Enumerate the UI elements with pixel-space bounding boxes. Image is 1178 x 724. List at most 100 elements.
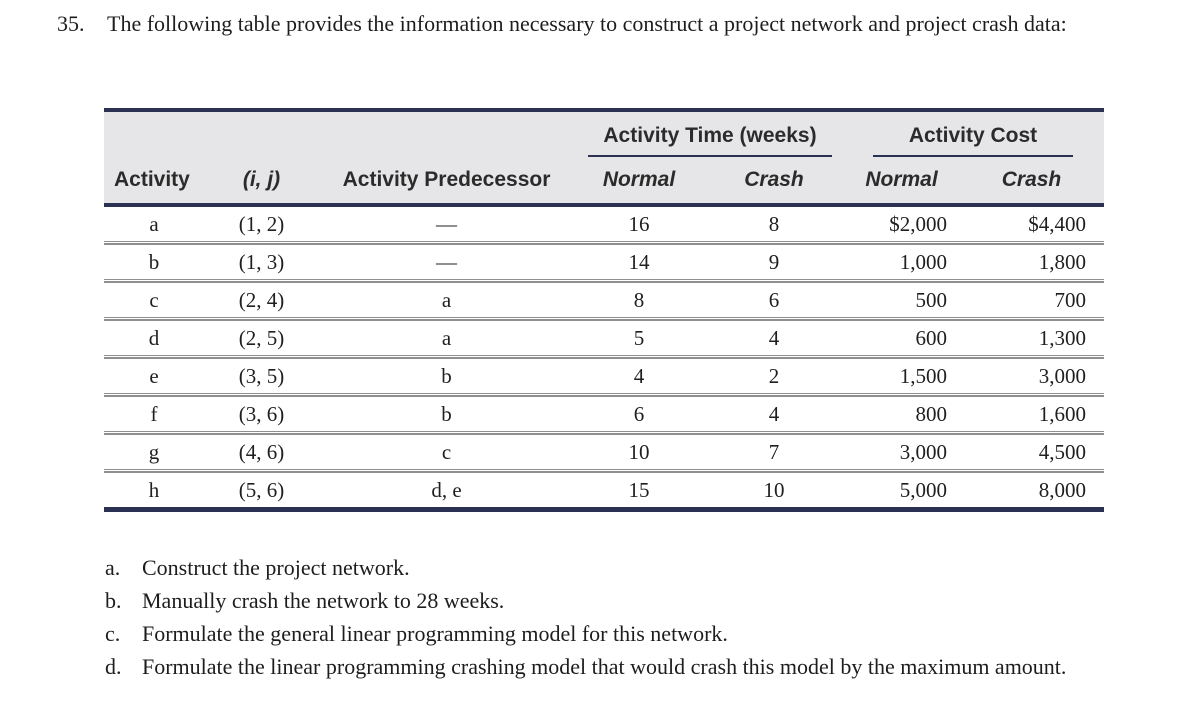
column-header-time-crash: Crash [744,168,804,191]
cell-predecessor: a [441,287,452,312]
table-row: h (5, 6) d, e 15 10 5,000 8,000 [104,469,1104,507]
row-separator [104,355,1104,359]
cell-predecessor: c [441,439,452,464]
table-row: g (4, 6) c 10 7 3,000 4,500 [104,431,1104,469]
cell-time-crash: 2 [768,363,780,388]
cell-activity: f [150,401,158,426]
cell-cost-normal: 600 [915,325,948,350]
cell-activity: b [148,249,160,274]
cell-cost-crash: 3,000 [1038,363,1086,388]
table-top-rule [104,108,1104,112]
question-item: a. Construct the project network. [105,551,1107,584]
cell-time-crash: 7 [768,439,780,464]
row-separator [104,431,1104,435]
cell-cost-crash: 1,600 [1038,401,1086,426]
cell-activity: e [149,363,159,388]
cell-activity: a [149,211,159,236]
column-header-ij: (i, j) [242,168,281,191]
cell-time-normal: 8 [633,287,645,312]
cell-activity: h [148,477,160,502]
cell-time-crash: 6 [768,287,780,312]
cell-cost-crash: 8,000 [1038,477,1086,502]
project-crash-data-table: Activity Time (weeks) Activity Cost Acti… [104,108,1104,512]
cell-time-crash: 9 [768,249,780,274]
cell-ij: (2, 4) [238,287,285,312]
cell-time-normal: 16 [628,211,650,236]
cell-cost-crash: 1,300 [1038,325,1086,350]
question-text: Formulate the linear programming crashin… [142,654,1067,679]
cell-time-crash: 4 [768,401,780,426]
row-separator [104,469,1104,473]
cell-ij: (1, 2) [238,211,285,236]
cell-cost-crash: 4,500 [1038,439,1086,464]
table-row: c (2, 4) a 8 6 500 700 [104,279,1104,317]
cell-ij: (3, 6) [238,401,285,426]
cell-ij: (2, 5) [238,325,285,350]
cell-ij: (1, 3) [238,249,285,274]
table-row: d (2, 5) a 5 4 600 1,300 [104,317,1104,355]
table-row: f (3, 6) b 6 4 800 1,600 [104,393,1104,431]
cell-time-normal: 14 [628,249,650,274]
column-header-row: Activity (i, j) Activity Predecessor Nor… [104,157,1104,203]
problem-statement: The following table provides the informa… [107,11,1067,36]
question-text: Manually crash the network to 28 weeks. [142,588,505,613]
table-row: b (1, 3) — 14 9 1,000 1,800 [104,241,1104,279]
cell-predecessor: b [441,363,452,388]
row-separator [104,393,1104,397]
question-label: d. [105,654,122,679]
table-bottom-rule [104,507,1104,512]
question-label: c. [105,621,121,646]
table-row: e (3, 5) b 4 2 1,500 3,000 [104,355,1104,393]
cell-predecessor: — [436,211,457,236]
cell-cost-crash: $4,400 [1028,211,1086,236]
cell-activity: g [148,439,160,464]
cell-activity: d [148,325,160,350]
cell-predecessor: — [436,249,457,274]
cell-ij: (3, 5) [238,363,285,388]
cell-time-crash: 8 [768,211,780,236]
cell-cost-crash: 700 [1054,287,1087,312]
cell-time-normal: 15 [628,477,650,502]
group-header-activity-time: Activity Time (weeks) [588,124,832,157]
cell-cost-normal: 5,000 [899,477,947,502]
sub-questions-list: a. Construct the project network. b. Man… [105,551,1107,683]
group-header-row: Activity Time (weeks) Activity Cost [104,112,1104,157]
question-item: b. Manually crash the network to 28 week… [105,584,1107,617]
cell-cost-normal: 3,000 [899,439,947,464]
cell-predecessor: b [441,401,452,426]
cell-cost-normal: 1,500 [899,363,947,388]
cell-predecessor: d, e [431,477,462,502]
header-bottom-rule [104,203,1104,207]
cell-cost-normal: 1,000 [899,249,947,274]
question-text: Construct the project network. [142,555,410,580]
column-header-predecessor: Activity Predecessor [342,168,551,191]
cell-time-normal: 6 [633,401,645,426]
cell-activity: c [149,287,159,312]
problem-number: 35. [57,11,85,36]
table-body: a (1, 2) — 16 8 $2,000 $4,400 b (1, 3) [104,207,1104,507]
cell-time-normal: 5 [633,325,645,350]
question-item: c. Formulate the general linear programm… [105,617,1107,650]
question-label: b. [105,588,122,613]
cell-ij: (4, 6) [238,439,285,464]
question-item: d. Formulate the linear programming cras… [105,650,1107,683]
column-header-cost-normal: Normal [865,168,938,191]
cell-cost-crash: 1,800 [1038,249,1086,274]
cell-time-crash: 10 [763,477,785,502]
row-separator [104,279,1104,283]
cell-ij: (5, 6) [238,477,285,502]
row-separator [104,317,1104,321]
cell-cost-normal: 500 [915,287,948,312]
column-header-activity: Activity [114,168,190,191]
table-header: Activity Time (weeks) Activity Cost Acti… [104,112,1104,203]
cell-time-normal: 4 [633,363,645,388]
row-separator [104,241,1104,245]
column-header-cost-crash: Crash [1001,168,1062,191]
cell-cost-normal: 800 [915,401,948,426]
question-label: a. [105,555,121,580]
cell-time-crash: 4 [768,325,780,350]
cell-time-normal: 10 [628,439,650,464]
group-header-activity-cost: Activity Cost [873,124,1073,157]
cell-predecessor: a [441,325,452,350]
